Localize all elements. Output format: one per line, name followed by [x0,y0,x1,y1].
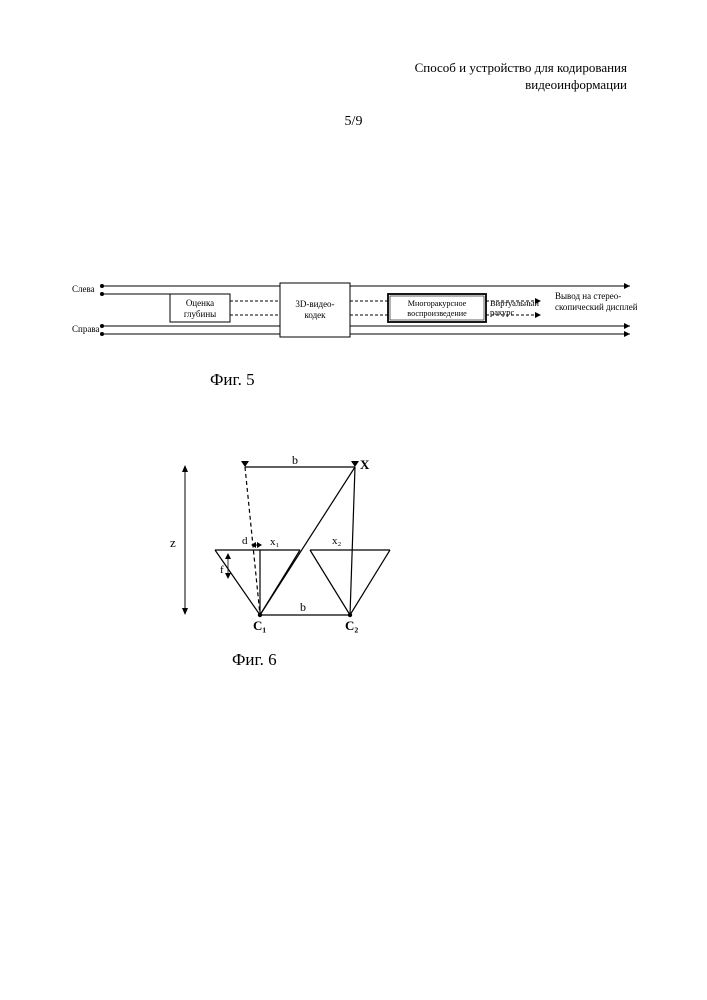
header-title-line2: видеоинформации [415,77,627,94]
fig6-C2: C₂ [345,618,358,633]
fig6-d: d [242,535,248,547]
fig5-virt-l2: ракурс [490,307,515,317]
page-header: Способ и устройство для кодирования виде… [415,60,627,94]
fig5-block1-l2: глубины [184,309,216,319]
fig6-X: X [360,457,370,472]
fig6-b-bot: b [300,600,306,614]
fig5-block3-l1: Многоракурсное [408,299,467,308]
fig6-x2: x₂ [332,535,342,547]
fig5-block2-l1: 3D-видео- [295,299,334,309]
fig6-b-top: b [292,455,298,467]
fig6-C1: C₁ [253,618,266,633]
fig5-right-label: Справа [72,324,99,334]
fig5-out-l1: Вывод на стерео- [555,291,621,301]
figure-5: Слева Справа Оценка глубины 3D-видео- ко… [70,268,637,353]
fig5-block2-l2: кодек [304,310,326,320]
figure-6-caption: Фиг. 6 [232,650,277,670]
fig5-block1-l1: Оценка [186,298,214,308]
header-title-line1: Способ и устройство для кодирования [415,60,627,77]
fig5-block3-l2: воспроизведение [407,309,467,318]
fig5-out-l2: скопический дисплей [555,302,637,312]
figure-6: z b X d x₁ x₂ f b C₁ C₂ [160,455,420,635]
fig5-left-label: Слева [72,284,95,294]
figure-5-caption: Фиг. 5 [210,370,255,390]
fig6-z: z [170,535,176,550]
fig6-f: f [220,564,224,576]
page-number: 5/9 [345,114,363,130]
fig6-x1: x₁ [270,536,280,548]
